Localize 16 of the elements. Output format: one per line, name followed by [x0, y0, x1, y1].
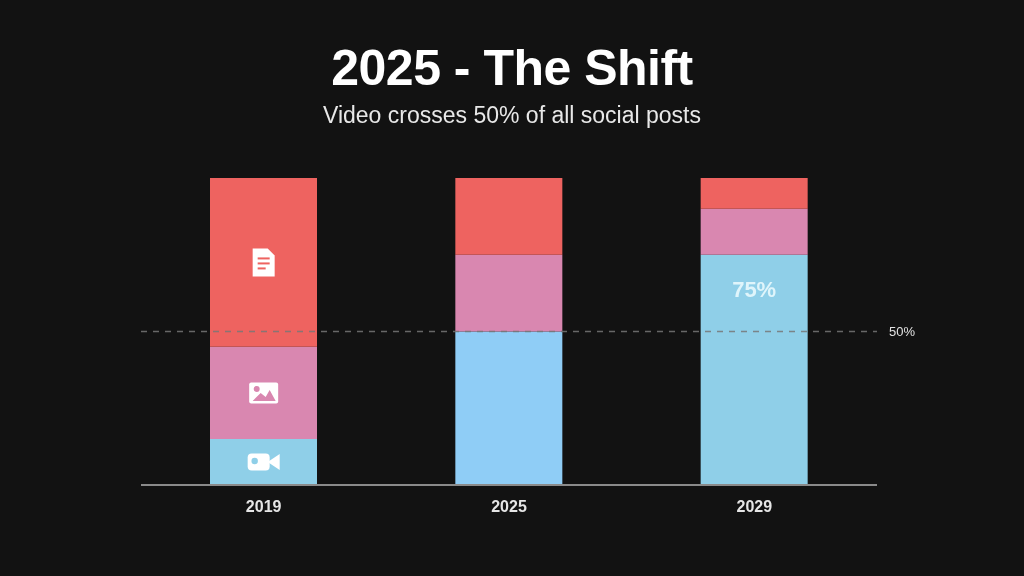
- x-tick-label: 2019: [245, 498, 282, 516]
- bar: [210, 178, 317, 347]
- x-tick-label: 2029: [736, 498, 773, 516]
- bar: [210, 438, 317, 485]
- ref-line-label: 50%: [889, 324, 916, 340]
- bar: [210, 346, 317, 439]
- data-label: 75%: [732, 276, 777, 302]
- bar: [455, 331, 563, 485]
- chart-subtitle: Video crosses 50% of all social posts: [322, 102, 702, 128]
- bar: [455, 254, 563, 332]
- bar: [700, 254, 808, 485]
- bar: [700, 208, 808, 255]
- bar: [700, 178, 808, 209]
- chart-title: 2025 - The Shift: [330, 40, 694, 96]
- x-tick-label: 2025: [491, 498, 527, 516]
- bar: [455, 178, 563, 255]
